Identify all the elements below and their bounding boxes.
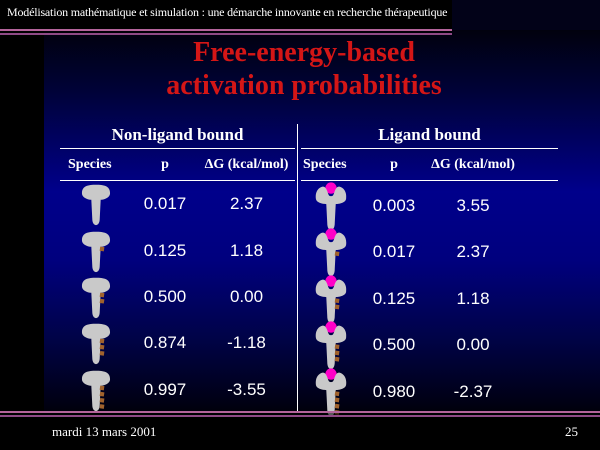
column-header-row: Species p ΔG (kcal/mol): [301, 149, 558, 181]
top-divider-line: [0, 29, 452, 36]
table-row: 0.500 0.00: [60, 274, 295, 320]
p-value: 0.500: [372, 335, 416, 355]
delta-g-value: 3.55: [456, 196, 490, 215]
table-row: 0.500 0.00: [301, 320, 558, 370]
bottom-divider-line: [0, 411, 600, 418]
p-value: 0.125: [143, 240, 187, 260]
slide-title: Free-energy-based activation probabiliti…: [44, 36, 564, 102]
group-header-ligand: Ligand bound: [301, 123, 558, 149]
ligand-receptor-0-sites-icon: [301, 181, 361, 231]
background-gradient-corner: [452, 0, 600, 30]
table-row: 0.997 -3.55: [60, 367, 295, 413]
table-row: 0.017 2.37: [60, 181, 295, 227]
delta-g-value: -1.18: [227, 333, 266, 353]
slide-background: [44, 30, 600, 414]
table-row: 0.017 2.37: [301, 227, 558, 277]
slide-title-line1: Free-energy-based: [193, 37, 415, 68]
group-header-non-ligand: Non-ligand bound: [60, 123, 295, 149]
receptor-3-sites-icon: [60, 321, 132, 365]
p-value: 0.125: [372, 288, 416, 308]
p-value: 0.980: [372, 381, 416, 401]
column-header-row: Species p ΔG (kcal/mol): [60, 149, 295, 181]
delta-g-value: 0.00: [229, 286, 264, 306]
delta-g-value: 1.18: [456, 288, 490, 308]
ligand-receptor-4-sites-icon: [301, 367, 361, 417]
column-header-species: Species: [68, 156, 112, 172]
column-header-species: Species: [303, 156, 347, 172]
p-value: 0.874: [143, 333, 187, 353]
table-row: 0.125 1.18: [301, 274, 558, 323]
slide-header: Modélisation mathématique et simulation …: [7, 5, 448, 19]
table-non-ligand-bound: Non-ligand bound Species p ΔG (kcal/mol)…: [60, 123, 295, 413]
receptor-2-sites-icon: [60, 275, 132, 319]
receptor-4-sites-icon: [60, 368, 132, 412]
table-row: 0.874 -1.18: [60, 320, 295, 366]
column-header-delta-g: ΔG (kcal/mol): [431, 156, 515, 172]
delta-g-value: 2.37: [456, 242, 490, 262]
delta-g-value: 1.18: [229, 240, 264, 260]
p-value: 0.017: [372, 242, 416, 262]
table-body-ligand: 0.003 3.55 0.017 2.37 0.125 1.18 0.500 0.00 …: [301, 181, 558, 416]
delta-g-value: 2.37: [229, 194, 264, 214]
ligand-receptor-3-sites-icon: [301, 320, 361, 370]
receptor-1-site-icon: [60, 229, 132, 273]
table-ligand-bound: Ligand bound Species p ΔG (kcal/mol) 0.0…: [301, 123, 558, 416]
footer-date: mardi 13 mars 2001: [52, 424, 157, 439]
table-body-non-ligand: 0.017 2.37 0.125 1.18 0.500 0.00 0.874 -1.18…: [60, 181, 295, 413]
delta-g-value: -3.55: [227, 379, 266, 399]
page-number: 25: [565, 424, 578, 439]
table-row: 0.125 1.18: [60, 227, 295, 273]
p-value: 0.017: [143, 194, 187, 214]
table-row: 0.003 3.55: [301, 181, 558, 231]
table-vertical-separator: [297, 124, 298, 413]
receptor-0-sites-icon: [60, 182, 132, 226]
column-header-delta-g: ΔG (kcal/mol): [204, 156, 289, 172]
column-header-p: p: [390, 156, 398, 172]
delta-g-value: -2.37: [453, 381, 493, 401]
column-header-p: p: [161, 156, 169, 172]
ligand-receptor-1-site-icon: [301, 227, 361, 277]
p-value: 0.997: [143, 379, 187, 399]
ligand-receptor-2-sites-icon: [301, 274, 361, 324]
table-row: 0.980 -2.37: [301, 367, 558, 416]
p-value: 0.003: [372, 196, 416, 215]
header-bar: Modélisation mathématique et simulation …: [0, 0, 452, 29]
delta-g-value: 0.00: [456, 335, 490, 355]
p-value: 0.500: [143, 286, 187, 306]
slide-title-line2: activation probabilities: [166, 70, 442, 102]
